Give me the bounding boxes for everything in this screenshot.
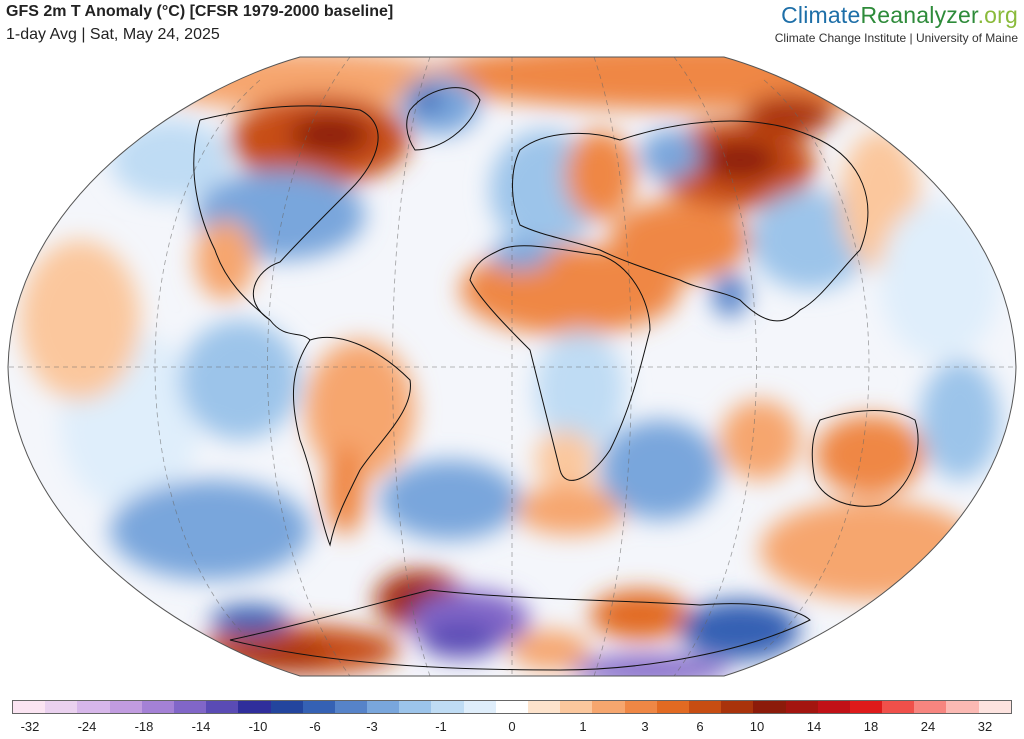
colorbar-swatch xyxy=(592,701,625,713)
colorbar-swatch xyxy=(882,701,915,713)
brand-tagline: Climate Change Institute | University of… xyxy=(774,31,1018,45)
colorbar-swatch xyxy=(624,701,657,713)
colorbar-swatch xyxy=(495,701,528,713)
colorbar-tick-label: -1 xyxy=(435,719,447,734)
colorbar-swatch xyxy=(270,701,303,713)
colorbar-swatch xyxy=(817,701,850,713)
chart-title: GFS 2m T Anomaly (°C) [CFSR 1979-2000 ba… xyxy=(6,3,394,20)
colorbar-tick-label: 14 xyxy=(806,719,822,734)
colorbar-swatch xyxy=(141,701,174,713)
colorbar-swatch xyxy=(367,701,400,713)
colorbar-tick-label: 1 xyxy=(579,719,587,734)
chart-subtitle: 1-day Avg | Sat, May 24, 2025 xyxy=(6,26,220,43)
colorbar-swatch xyxy=(753,701,786,713)
colorbar-swatch xyxy=(334,701,368,713)
colorbar-swatch xyxy=(302,701,335,713)
colorbar-tick-label: -24 xyxy=(77,719,97,734)
colorbar-tick-label: -32 xyxy=(20,719,40,734)
colorbar-swatch xyxy=(849,701,883,713)
colorbar-tick-label: -18 xyxy=(134,719,154,734)
colorbar-tick-label: 3 xyxy=(641,719,649,734)
colorbar-tick-label: 24 xyxy=(920,719,936,734)
colorbar-tick-label: -14 xyxy=(191,719,211,734)
brand-wordmark: ClimateReanalyzer.org xyxy=(781,2,1018,28)
colorbar-swatch xyxy=(914,701,947,713)
colorbar-tick-label: 18 xyxy=(863,719,879,734)
colorbar-swatch xyxy=(238,701,271,713)
colorbar-tick-label: 10 xyxy=(749,719,765,734)
colorbar-ticks: -32 -24 -18 -14 -10 -6 -3 -1 0 1 3 6 10 14 18 24 32 xyxy=(12,719,1012,735)
colorbar-swatch xyxy=(173,701,207,713)
colorbar-swatch xyxy=(431,701,464,713)
colorbar-swatch xyxy=(45,701,78,713)
colorbar-swatch xyxy=(13,701,46,713)
coastlines xyxy=(193,87,919,671)
colorbar-swatch xyxy=(109,701,142,713)
colorbar-swatch xyxy=(399,701,432,713)
brand-logo[interactable]: ClimateReanalyzer.org Climate Change Ins… xyxy=(775,2,1018,45)
colorbar-swatch xyxy=(206,701,239,713)
colorbar-tick-label: -6 xyxy=(309,719,321,734)
colorbar-swatch xyxy=(978,701,1011,713)
colorbar xyxy=(12,700,1012,714)
map-outline xyxy=(7,56,1017,677)
colorbar-swatch xyxy=(721,701,754,713)
colorbar-tick-label: -3 xyxy=(366,719,378,734)
colorbar-swatch xyxy=(528,701,561,713)
colorbar-swatch xyxy=(946,701,979,713)
colorbar-tick-label: -10 xyxy=(248,719,268,734)
colorbar-tick-label: 32 xyxy=(977,719,993,734)
colorbar-swatch xyxy=(463,701,496,713)
colorbar-swatch xyxy=(785,701,818,713)
anomaly-field xyxy=(8,57,1016,676)
colorbar-tick-label: 0 xyxy=(508,719,516,734)
colorbar-swatch xyxy=(656,701,689,713)
colorbar-swatch xyxy=(77,701,110,713)
colorbar-swatch xyxy=(560,701,593,713)
colorbar-tick-label: 6 xyxy=(696,719,704,734)
colorbar-swatch xyxy=(688,701,722,713)
anomaly-map[interactable] xyxy=(0,0,1024,700)
